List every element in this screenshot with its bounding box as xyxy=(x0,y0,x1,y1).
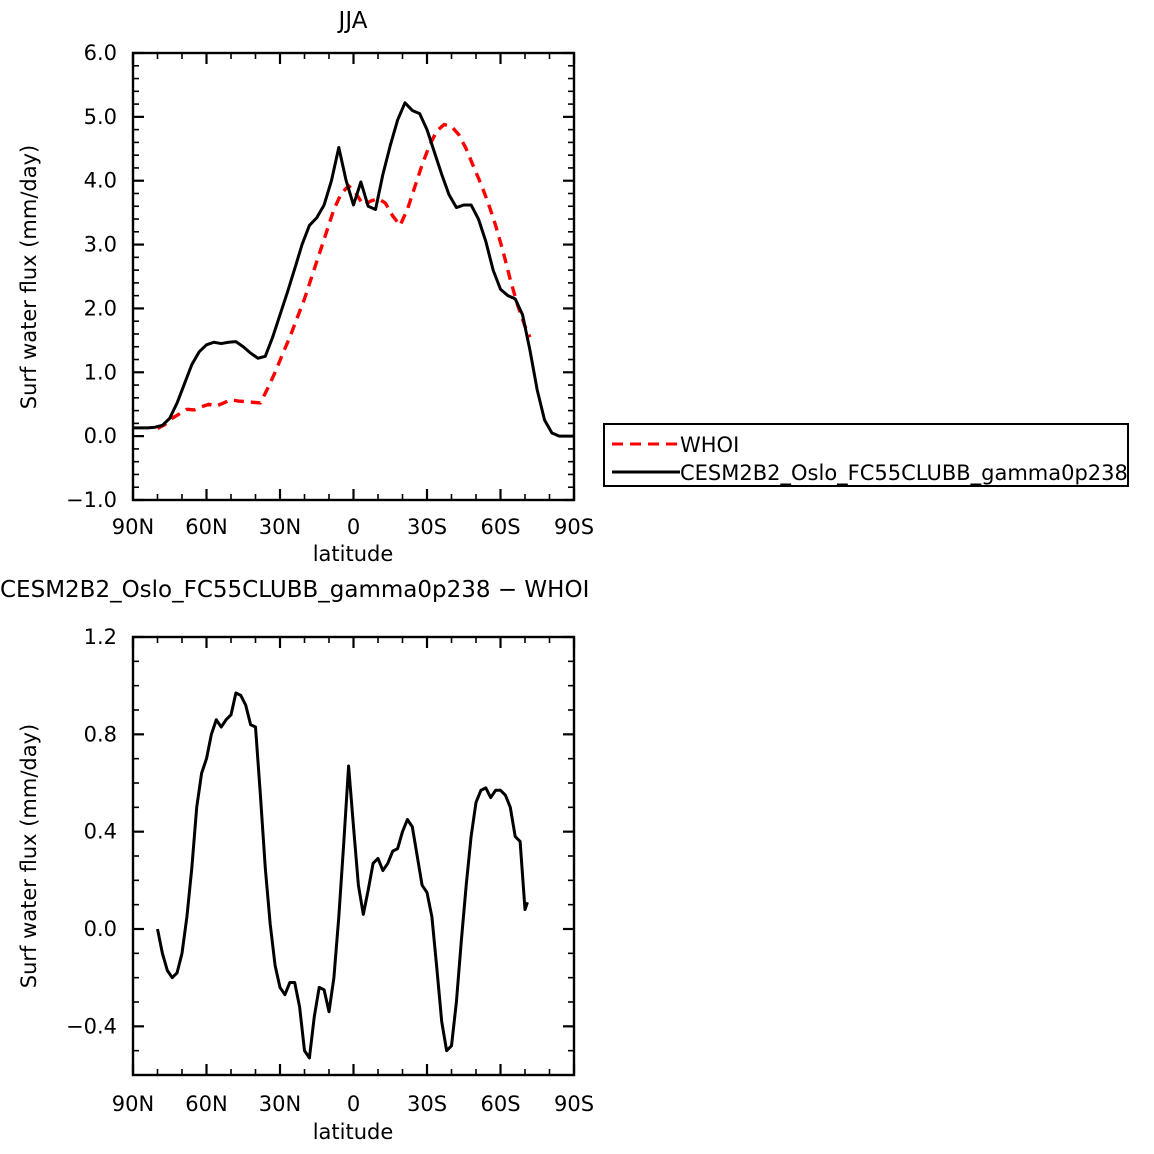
y-tick-label: 0.0 xyxy=(84,424,117,448)
x-tick-label: 60N xyxy=(185,1092,227,1116)
top-panel-series xyxy=(133,101,574,438)
y-tick-label: 1.2 xyxy=(84,625,117,649)
legend-label-model: CESM2B2_Oslo_FC55CLUBB_gamma0p238 xyxy=(680,461,1128,486)
y-tick-label: 3.0 xyxy=(84,233,117,257)
bottom-panel-y-axis-label: Surf water flux (mm/day) xyxy=(17,724,41,989)
legend: WHOI CESM2B2_Oslo_FC55CLUBB_gamma0p238 xyxy=(603,423,1129,487)
top-panel-y-axis-label: Surf water flux (mm/day) xyxy=(17,145,41,410)
top-panel-axes xyxy=(131,51,576,502)
bottom-panel-title: CESM2B2_Oslo_FC55CLUBB_gamma0p238 − WHOI xyxy=(0,577,589,603)
top-panel: JJA 90N 60N 30N 0 30S 60S 90S −1.0 0.0 1.0 2.0 3.0 4… xyxy=(17,8,594,566)
x-tick-label: 30S xyxy=(407,515,447,539)
series-line-1 xyxy=(156,691,529,1060)
x-tick-label: 30S xyxy=(407,1092,447,1116)
x-tick-label: 90N xyxy=(112,1092,154,1116)
x-tick-label: 60S xyxy=(480,515,520,539)
y-tick-label: 0.0 xyxy=(84,917,117,941)
x-tick-label: 0 xyxy=(347,1092,360,1116)
x-tick-label: 30N xyxy=(259,1092,301,1116)
series-line-1 xyxy=(156,122,532,430)
plot-frame xyxy=(131,635,576,1077)
y-tick-label: 1.0 xyxy=(84,360,117,384)
x-tick-label: 90S xyxy=(554,515,594,539)
top-panel-title: JJA xyxy=(337,8,368,34)
x-tick-label: 30N xyxy=(259,515,301,539)
series-line-2 xyxy=(133,101,574,438)
y-tick-label: 2.0 xyxy=(84,296,117,320)
y-tick-label: −0.4 xyxy=(66,1014,117,1038)
y-tick-label: −1.0 xyxy=(66,488,117,512)
bottom-panel: CESM2B2_Oslo_FC55CLUBB_gamma0p238 − WHOI… xyxy=(0,577,594,1144)
bottom-panel-tick-labels: 90N 60N 30N 0 30S 60S 90S −0.4 0.0 0.4 0.8 1.2 xyxy=(66,625,594,1116)
x-tick-label: 60S xyxy=(480,1092,520,1116)
y-tick-label: 0.4 xyxy=(84,820,117,844)
top-panel-x-axis-label: latitude xyxy=(313,542,394,566)
legend-box xyxy=(603,423,1129,487)
y-tick-label: 5.0 xyxy=(84,105,117,129)
bottom-panel-x-axis-label: latitude xyxy=(313,1120,394,1144)
x-tick-label: 90N xyxy=(112,515,154,539)
bottom-panel-axes xyxy=(131,635,576,1077)
legend-label-whoi: WHOI xyxy=(680,433,739,457)
bottom-panel-series xyxy=(156,691,529,1060)
x-tick-label: 90S xyxy=(554,1092,594,1116)
x-tick-label: 0 xyxy=(347,515,360,539)
top-panel-tick-labels: 90N 60N 30N 0 30S 60S 90S −1.0 0.0 1.0 2.0 3.0 4.0 5.… xyxy=(66,41,594,539)
y-tick-label: 0.8 xyxy=(84,722,117,746)
y-tick-label: 4.0 xyxy=(84,169,117,193)
x-tick-label: 60N xyxy=(185,515,227,539)
y-tick-label: 6.0 xyxy=(84,41,117,65)
